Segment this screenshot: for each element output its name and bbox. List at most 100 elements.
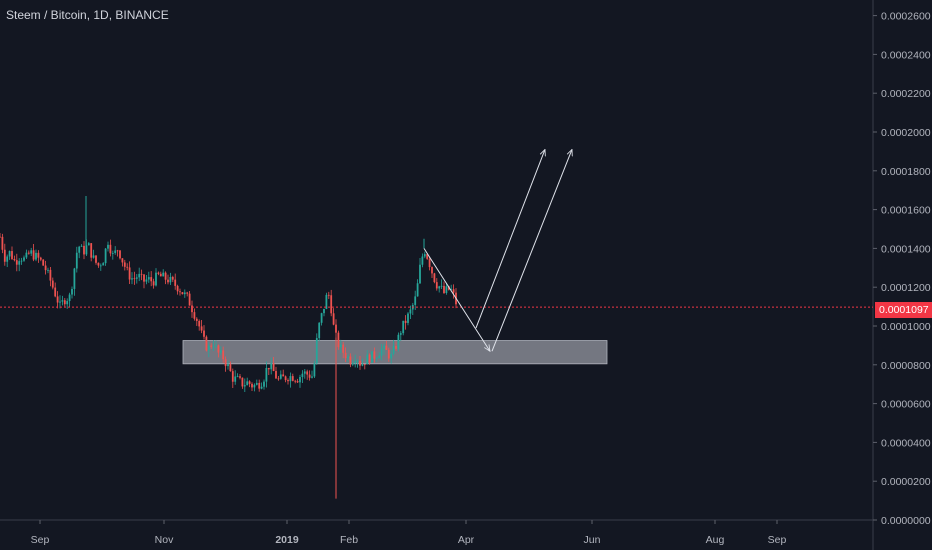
candle-body [445, 286, 448, 294]
candle-body [234, 376, 237, 382]
candle-body [354, 361, 357, 364]
candle-body [80, 245, 83, 247]
candle-body [438, 286, 441, 289]
candle-body [339, 344, 342, 348]
x-tick-label: Nov [155, 534, 174, 546]
candle-body [380, 348, 383, 356]
y-tick-label: 0.0002400 [881, 49, 931, 61]
chart-title: Steem / Bitcoin, 1D, BINANCE [6, 8, 169, 22]
candle-body [135, 277, 138, 279]
candle-body [332, 313, 335, 325]
candle-body [320, 313, 323, 323]
candle-body [378, 355, 381, 359]
candle-body [99, 265, 102, 267]
candle-body [342, 344, 345, 353]
candle-body [383, 345, 385, 349]
candle-body [435, 282, 438, 289]
candle-body [375, 358, 378, 360]
x-tick-label: Apr [458, 534, 475, 546]
y-tick-label: 0.0000800 [881, 360, 931, 372]
candle-body [255, 382, 258, 385]
candle-body [349, 356, 352, 365]
x-tick-label: Sep [31, 534, 50, 546]
candle-body [121, 258, 124, 263]
candle-body [351, 363, 354, 365]
candle-body [123, 262, 126, 267]
candle-body [419, 264, 421, 284]
candle-body [20, 260, 23, 262]
projection-arrow-3 [491, 149, 572, 352]
candle-body [90, 243, 93, 258]
candle-body [299, 376, 301, 383]
y-tick-label: 0.0000400 [881, 437, 931, 449]
candle-body [251, 383, 253, 388]
candle-body [423, 254, 426, 257]
candle-body [59, 301, 61, 303]
candle-body [114, 250, 117, 253]
candle-body [155, 272, 157, 286]
candle-body [227, 364, 229, 367]
candle-body [392, 345, 395, 354]
candle-body [366, 354, 369, 365]
candle-body [421, 256, 424, 265]
candle-body [399, 333, 402, 335]
candle-body [157, 272, 160, 274]
candle-body [75, 252, 78, 269]
candle-body [246, 381, 249, 386]
candle-body [397, 334, 400, 349]
candle-body [39, 257, 42, 260]
candle-body [407, 313, 409, 323]
candle-body [243, 385, 246, 387]
candle-body [303, 371, 306, 374]
candle-body [311, 376, 313, 378]
candle-body [111, 252, 114, 254]
candle-body [275, 371, 277, 379]
x-tick-label: 2019 [275, 534, 299, 546]
candle-body [181, 292, 184, 295]
candle-body [133, 278, 136, 280]
candle-body [416, 283, 419, 297]
candle-body [236, 376, 239, 378]
candle-body [126, 266, 129, 268]
candle-body [200, 326, 203, 331]
candle-body [402, 320, 405, 334]
candle-body [128, 267, 131, 280]
candle-body [217, 345, 220, 353]
candle-body [164, 272, 167, 280]
candle-body [97, 262, 100, 266]
candle-body [323, 308, 325, 314]
candle-body [325, 294, 328, 309]
candle-body [210, 345, 213, 347]
candle-body [356, 360, 359, 362]
support-zone [182, 340, 608, 365]
candle-body [159, 273, 162, 277]
candle-body [426, 254, 429, 259]
candle-body [287, 380, 289, 382]
candle-body [51, 280, 54, 288]
candles [0, 232, 457, 392]
candle-body [368, 354, 371, 363]
candle-body [3, 249, 6, 262]
candle-body [198, 320, 201, 327]
candle-body [1, 236, 4, 250]
candle-body [32, 250, 35, 260]
candle-body [414, 296, 417, 305]
x-tick-label: Aug [706, 534, 725, 546]
candle-body [203, 330, 205, 337]
candle-body [361, 364, 364, 366]
candle-body [193, 312, 196, 319]
candle-body [359, 360, 361, 366]
projection-arrow-1 [423, 248, 490, 351]
candle-body [308, 374, 311, 378]
candle-body [313, 363, 316, 377]
candle-body [301, 373, 304, 377]
candle-body [409, 309, 412, 314]
candle-body [56, 296, 59, 303]
candle-body [140, 273, 143, 275]
candle-body [119, 250, 121, 259]
candle-body [260, 386, 263, 389]
y-tick-label: 0.0002000 [881, 127, 931, 139]
candle-body [0, 236, 1, 238]
candle-body [104, 248, 107, 264]
